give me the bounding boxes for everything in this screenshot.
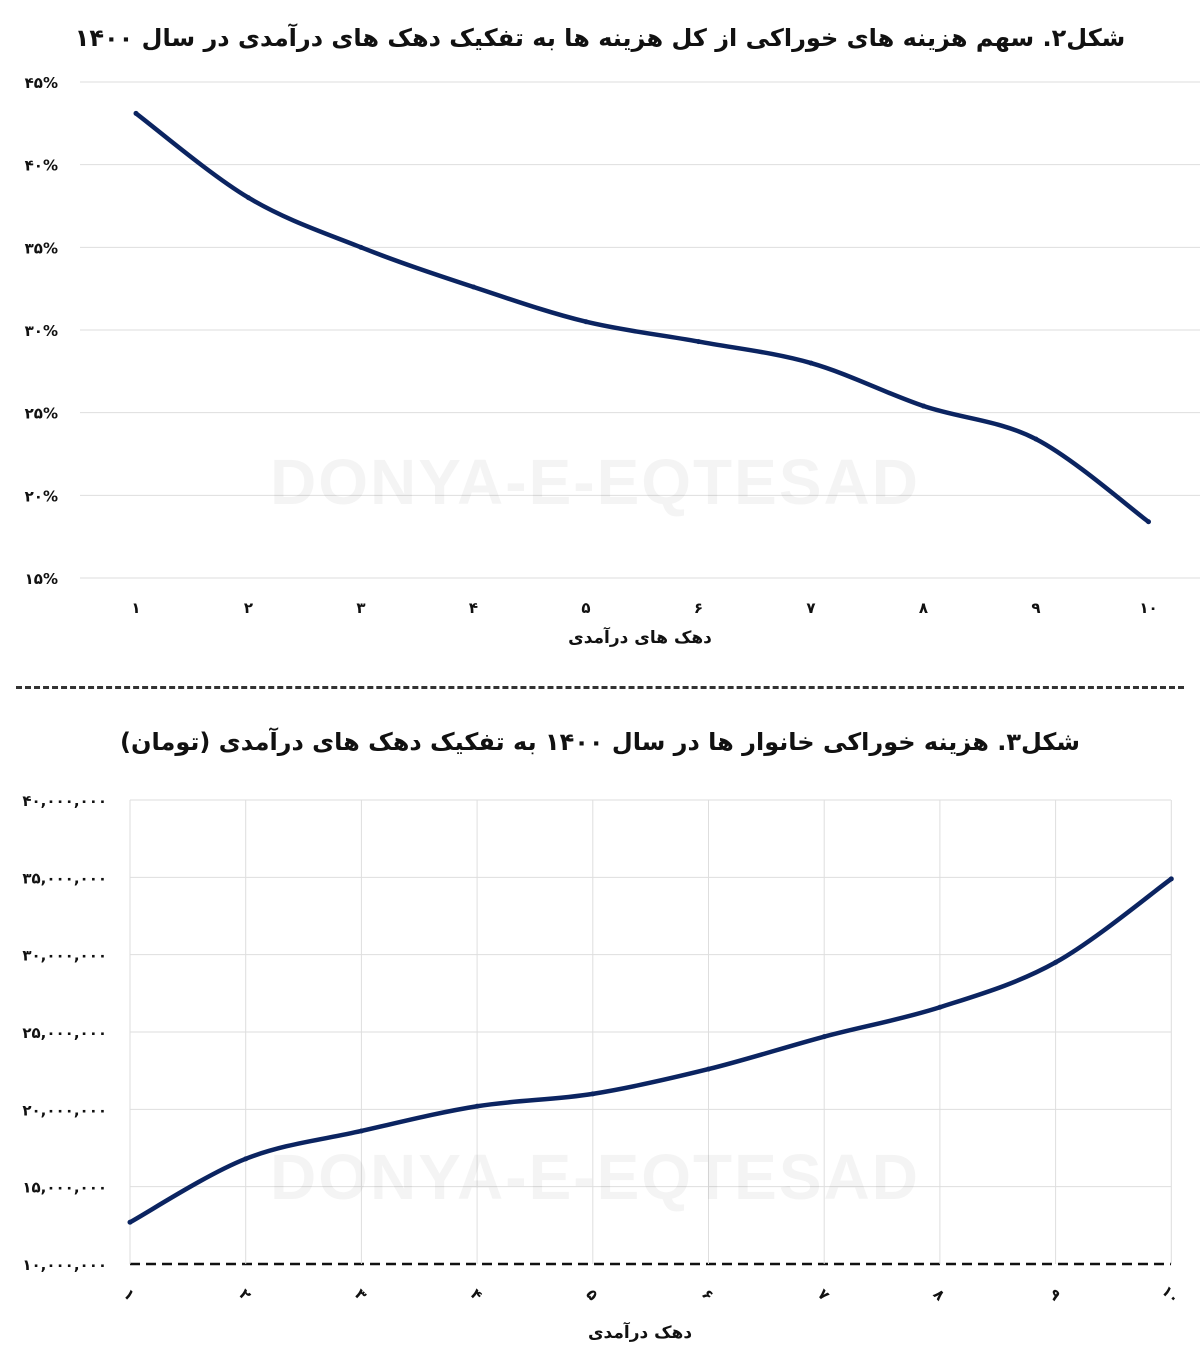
x-tick-label: ۱ — [131, 599, 140, 617]
x-tick-label: ۶ — [694, 599, 703, 617]
x-tick-label: ۳ — [351, 1285, 370, 1304]
x-tick-label: ۴ — [467, 1285, 486, 1304]
chart-title: شکل۳. هزینه خوراکی خانوار ها در سال ۱۴۰۰… — [120, 728, 1080, 756]
y-tick-label: ۱۵,۰۰۰,۰۰۰ — [22, 1179, 107, 1197]
x-tick-label: ۱ — [120, 1285, 139, 1304]
food-expense-chart: شکل۳. هزینه خوراکی خانوار ها در سال ۱۴۰۰… — [0, 700, 1200, 1353]
y-tick-label: ۳۵% — [25, 239, 58, 257]
data-point — [583, 319, 589, 325]
x-tick-label: ۱۰ — [1158, 1282, 1184, 1308]
data-point — [590, 1091, 596, 1097]
data-point — [808, 360, 814, 366]
y-tick-label: ۴۰,۰۰۰,۰۰۰ — [22, 792, 107, 810]
data-point — [921, 403, 926, 409]
data-point — [937, 1004, 943, 1010]
data-point — [471, 284, 476, 290]
x-tick-label: ۲ — [244, 599, 253, 617]
data-point — [246, 195, 251, 201]
y-tick-label: ۱۵% — [25, 570, 58, 588]
x-tick-label: ۵ — [582, 1285, 601, 1304]
y-tick-label: ۴۵% — [25, 74, 58, 92]
y-tick-label: ۳۵,۰۰۰,۰۰۰ — [22, 869, 107, 887]
data-point — [1033, 436, 1039, 442]
x-tick-label: ۳ — [356, 599, 365, 617]
x-tick-label: ۹ — [1045, 1285, 1064, 1304]
x-axis-label: دهک های درآمدی — [568, 628, 712, 648]
y-tick-label: ۲۵% — [25, 405, 58, 423]
y-tick-label: ۲۰% — [25, 487, 58, 505]
data-point — [243, 1156, 249, 1162]
data-point — [127, 1219, 133, 1225]
x-tick-label: ۶ — [698, 1285, 717, 1304]
x-tick-label: ۸ — [919, 599, 928, 617]
x-tick-label: ۹ — [1031, 599, 1040, 617]
series-line — [133, 111, 1151, 525]
food-expense-plot: ۱۰,۰۰۰,۰۰۰ ۱۵,۰۰۰,۰۰۰ ۲۰,۰۰۰,۰۰۰ ۲۵,۰۰۰,۰۰۰… — [22, 792, 1184, 1308]
data-point — [474, 1103, 480, 1109]
x-axis-label: دهک درآمدی — [587, 1323, 693, 1343]
y-tick-label: ۴۰% — [25, 157, 58, 175]
y-tick-label: ۱۰,۰۰۰,۰۰۰ — [22, 1256, 107, 1274]
y-tick-label: ۲۰,۰۰۰,۰۰۰ — [22, 1101, 107, 1119]
data-point — [358, 1128, 364, 1134]
series-line — [127, 876, 1174, 1225]
data-point — [1168, 876, 1174, 882]
y-tick-label: ۳۰% — [25, 322, 58, 340]
x-tick-label: ۴ — [469, 599, 478, 617]
data-point — [358, 244, 364, 250]
watermark: DONYA-E-EQTESAD — [270, 1140, 920, 1214]
x-tick-label: ۲ — [235, 1285, 254, 1304]
data-point — [706, 1066, 711, 1072]
section-divider — [16, 686, 1184, 689]
x-tick-label: ۷ — [814, 1285, 833, 1304]
food-share-chart: شکل۲. سهم هزینه های خوراکی از کل هزینه ه… — [25, 24, 1200, 648]
x-tick-label: ۱۰ — [1139, 599, 1157, 617]
food-share-plot: ۱۵% ۲۰% ۲۵% ۳۰% ۳۵% ۴۰% ۴۵% ۱ ۲ ۳ ۴ ۵ ۶ ۷ ۸ ۹ ۱۰ — [25, 74, 1200, 617]
data-point — [1146, 519, 1151, 525]
x-tick-label: ۸ — [930, 1285, 949, 1304]
y-tick-label: ۲۵,۰۰۰,۰۰۰ — [22, 1024, 107, 1042]
x-tick-label: ۷ — [806, 599, 815, 617]
x-tick-label: ۵ — [581, 599, 590, 617]
watermark: DONYA-E-EQTESAD — [270, 445, 920, 519]
data-point — [821, 1034, 827, 1040]
chart-title: شکل۲. سهم هزینه های خوراکی از کل هزینه ه… — [74, 24, 1126, 52]
y-tick-label: ۳۰,۰۰۰,۰۰۰ — [22, 947, 107, 965]
data-point — [1053, 959, 1059, 965]
data-point — [696, 339, 701, 345]
data-point — [133, 110, 139, 116]
